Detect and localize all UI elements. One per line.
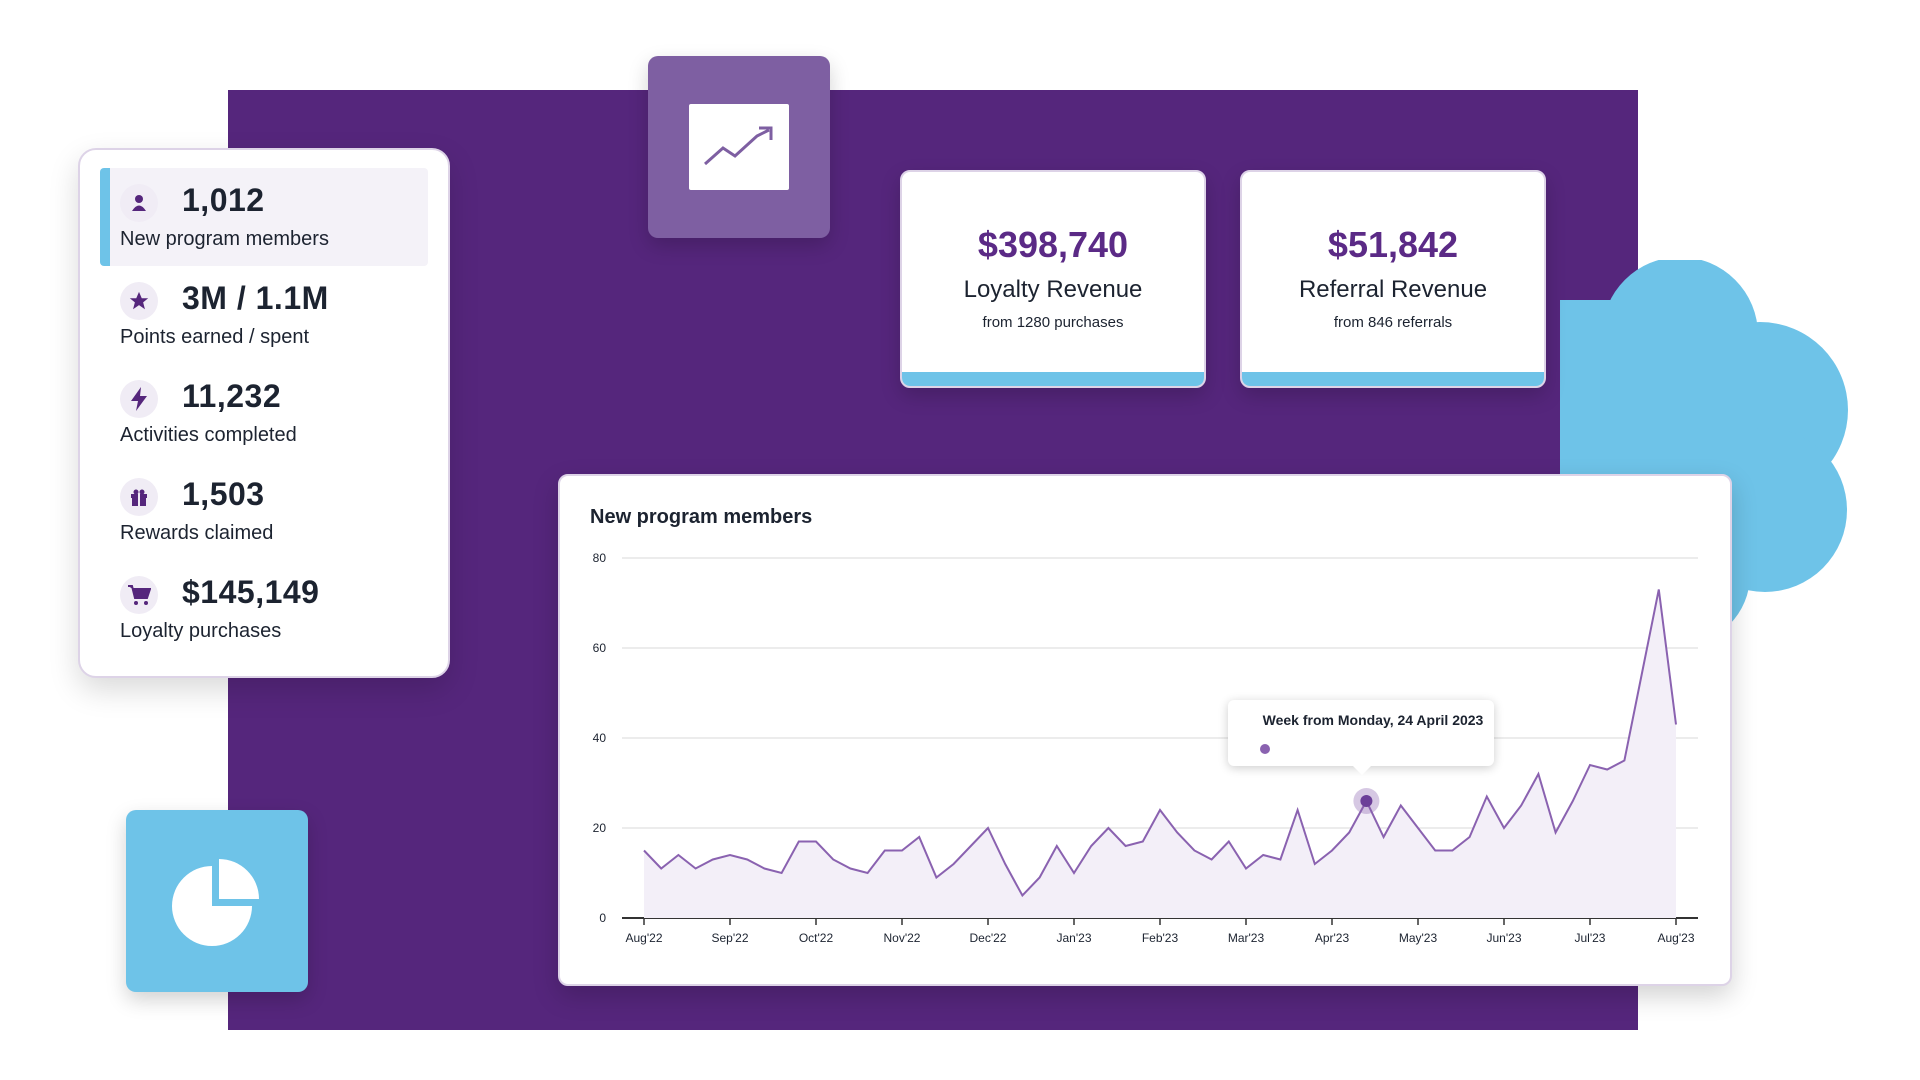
tooltip-series-dot xyxy=(1260,744,1270,754)
revenue-subtitle: from 1280 purchases xyxy=(982,314,1124,331)
lightning-icon xyxy=(120,380,158,418)
x-tick-label: Sep'22 xyxy=(712,931,749,945)
new-members-chart-card: New program members 0 20 40 60 80 Aug'22 Sep'2… xyxy=(558,474,1732,986)
y-tick-label: 0 xyxy=(599,911,606,925)
stat-rewards[interactable]: 1,503 Rewards claimed xyxy=(100,462,428,560)
star-icon xyxy=(120,282,158,320)
revenue-subtitle: from 846 referrals xyxy=(1333,314,1453,331)
pie-tile xyxy=(126,810,308,992)
stat-value: 1,012 xyxy=(182,182,265,218)
series-line xyxy=(643,589,1677,898)
trend-tile xyxy=(648,56,830,238)
stat-value: 3M / 1.1M xyxy=(182,280,329,316)
stat-purchases[interactable]: $145,149 Loyalty purchases xyxy=(100,560,428,658)
revenue-amount: $398,740 xyxy=(977,224,1129,265)
x-tick-label: May'23 xyxy=(1399,931,1438,945)
x-tick-label: Mar'23 xyxy=(1228,931,1265,945)
x-tick-label: Jan'23 xyxy=(1057,931,1092,945)
tooltip-text: Week from Monday, 24 April 2023 xyxy=(1262,712,1484,728)
x-tick-label: Jul'23 xyxy=(1575,931,1606,945)
x-tick-label: Dec'22 xyxy=(970,931,1007,945)
card-accent-bar xyxy=(902,372,1204,386)
x-tick-label: Jun'23 xyxy=(1487,931,1522,945)
user-icon xyxy=(120,184,158,222)
area-chart[interactable]: 0 20 40 60 80 Aug'22 Sep'22 Oct'22 Nov'22 Dec'22 J… xyxy=(560,476,1730,984)
stat-points[interactable]: 3M / 1.1M Points earned / spent xyxy=(100,266,428,364)
stat-label: Points earned / spent xyxy=(120,326,310,348)
revenue-title: Loyalty Revenue xyxy=(963,276,1143,303)
stat-value: $145,149 xyxy=(182,574,320,610)
y-tick-label: 20 xyxy=(593,821,607,835)
x-tick-label: Oct'22 xyxy=(799,931,834,945)
tooltip-arrow xyxy=(1352,765,1372,775)
stat-label: New program members xyxy=(120,228,329,250)
stat-value: 1,503 xyxy=(182,476,265,512)
x-tick-label: Aug'22 xyxy=(626,931,663,945)
x-tick-label: Nov'22 xyxy=(884,931,921,945)
stat-activities[interactable]: 11,232 Activities completed xyxy=(100,364,428,462)
card-accent-bar xyxy=(1242,372,1544,386)
pie-chart-icon xyxy=(172,859,259,946)
stat-new-members[interactable]: 1,012 New program members xyxy=(100,168,428,266)
cart-icon xyxy=(120,576,158,614)
revenue-title: Referral Revenue xyxy=(1298,276,1488,303)
x-tick-label: Aug'23 xyxy=(1658,931,1695,945)
referral-revenue-card[interactable]: $51,842 Referral Revenue from 846 referr… xyxy=(1240,170,1546,388)
gift-icon xyxy=(120,478,158,516)
stat-label: Rewards claimed xyxy=(120,522,274,544)
stat-label: Loyalty purchases xyxy=(120,620,282,642)
y-tick-label: 60 xyxy=(593,641,607,655)
revenue-amount: $51,842 xyxy=(1327,224,1459,265)
y-tick-label: 40 xyxy=(593,731,607,745)
trend-chart-icon xyxy=(689,104,789,190)
stats-card: 1,012 New program members 3M / 1.1M Poin… xyxy=(78,148,450,678)
loyalty-revenue-card[interactable]: $398,740 Loyalty Revenue from 1280 purch… xyxy=(900,170,1206,388)
x-tick-label: Apr'23 xyxy=(1315,931,1350,945)
stat-label: Activities completed xyxy=(120,424,297,446)
chart-title: New program members xyxy=(590,506,813,528)
highlight-point xyxy=(1360,795,1373,807)
chart-tooltip: Week from Monday, 24 April 2023 xyxy=(1228,700,1494,775)
x-tick-label: Feb'23 xyxy=(1142,931,1179,945)
stat-value: 11,232 xyxy=(182,378,282,414)
y-tick-label: 80 xyxy=(593,551,607,565)
area-fill xyxy=(644,589,1676,918)
